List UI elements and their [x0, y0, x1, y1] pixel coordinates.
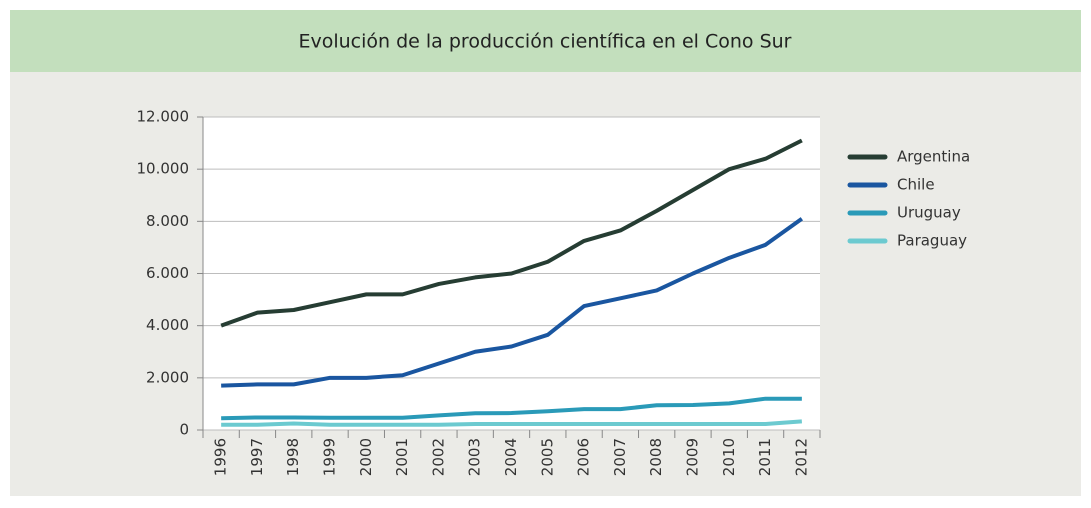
- x-tick-label: 1999: [321, 438, 339, 476]
- x-tick-label: 2011: [756, 438, 774, 476]
- x-tick-label: 2003: [466, 438, 484, 476]
- x-tick-label: 2002: [429, 438, 447, 476]
- series-line: [220, 138, 803, 328]
- x-tick-label: 2000: [357, 438, 375, 476]
- x-tick-label: 2005: [538, 438, 556, 476]
- chart-title: Evolución de la producción científica en…: [298, 31, 791, 53]
- x-tick-label: 2007: [611, 438, 629, 476]
- y-tick-label: 0: [179, 421, 189, 439]
- x-tick-label: 1998: [284, 438, 302, 476]
- header: [10, 10, 1081, 72]
- x-tick-label: 2001: [393, 438, 411, 476]
- legend-label: Paraguay: [897, 232, 967, 250]
- x-tick-label: 2008: [647, 438, 665, 476]
- x-tick-label: 2006: [575, 438, 593, 476]
- y-tick-label: 8.000: [146, 212, 189, 230]
- series-line: [221, 396, 802, 421]
- x-tick-label: 1996: [212, 438, 230, 476]
- y-tick-label: 12.000: [137, 108, 190, 126]
- x-tick-label: 2012: [792, 438, 810, 476]
- y-tick-label: 10.000: [137, 160, 190, 178]
- series-line: [221, 217, 804, 388]
- legend-label: Chile: [897, 176, 935, 194]
- legend-label: Argentina: [897, 148, 970, 166]
- x-tick-label: 2004: [502, 438, 520, 476]
- legend-label: Uruguay: [897, 204, 961, 222]
- x-tick-label: 1997: [248, 438, 266, 476]
- x-tick-label: 2009: [683, 438, 701, 476]
- series-line: [221, 419, 802, 427]
- y-tick-label: 6.000: [146, 264, 189, 282]
- y-tick-label: 2.000: [146, 368, 189, 386]
- y-tick-label: 4.000: [146, 316, 189, 334]
- x-tick-label: 2010: [720, 438, 738, 476]
